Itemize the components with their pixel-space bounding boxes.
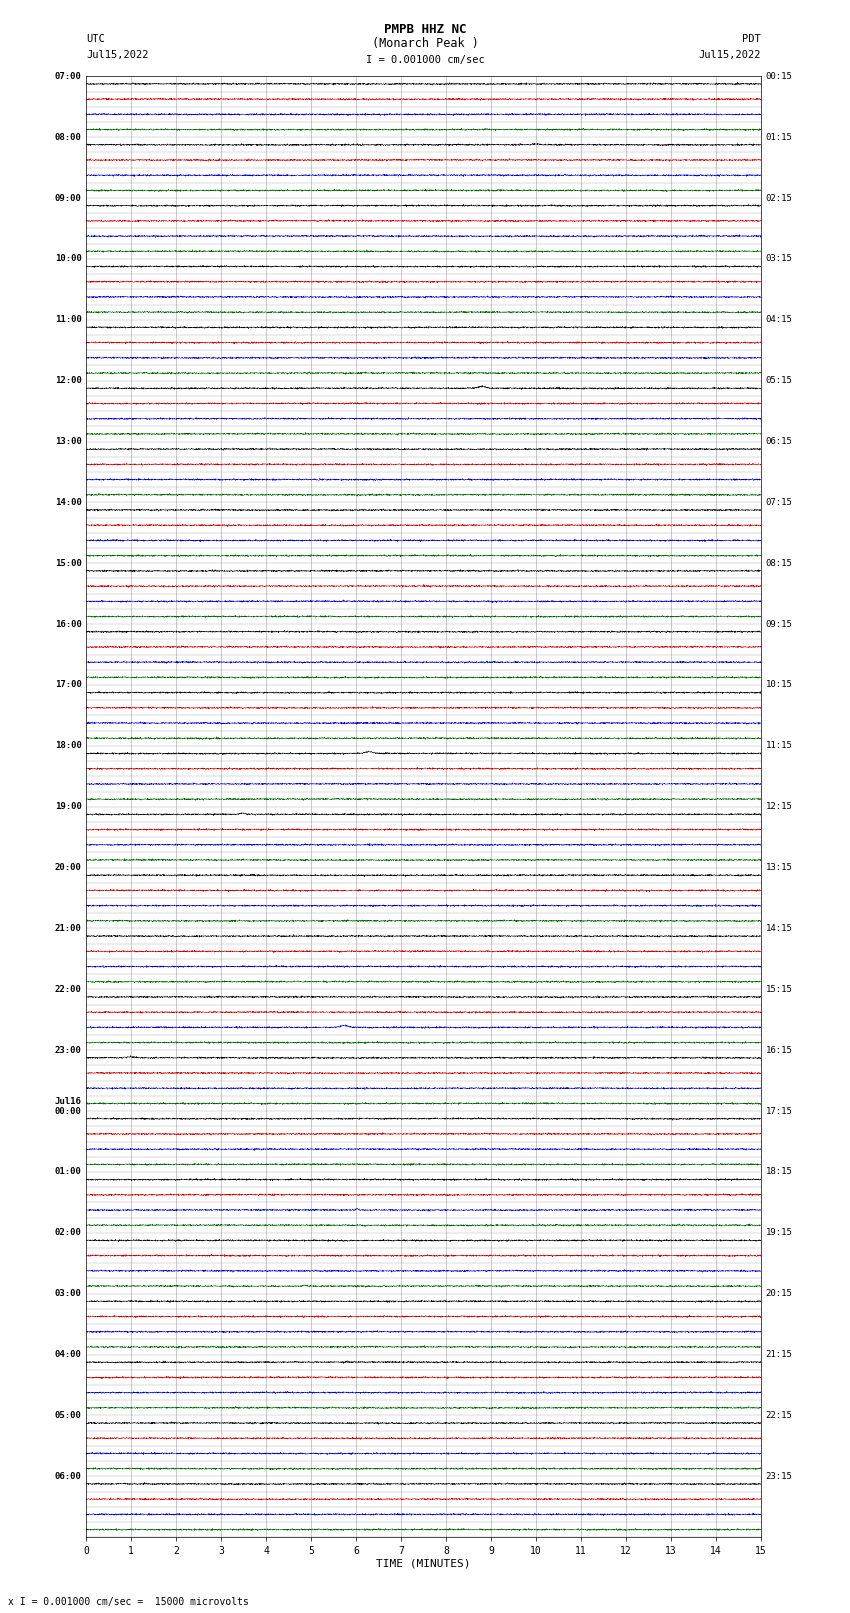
Text: 17:00: 17:00	[54, 681, 82, 689]
Text: 04:00: 04:00	[54, 1350, 82, 1360]
Text: 00:15: 00:15	[765, 73, 792, 81]
Text: 11:00: 11:00	[54, 315, 82, 324]
Text: (Monarch Peak ): (Monarch Peak )	[371, 37, 479, 50]
Text: 20:15: 20:15	[765, 1289, 792, 1298]
Text: 00:00: 00:00	[54, 1107, 82, 1116]
Text: 08:15: 08:15	[765, 558, 792, 568]
Text: 05:00: 05:00	[54, 1411, 82, 1419]
Text: 18:15: 18:15	[765, 1168, 792, 1176]
Text: 13:15: 13:15	[765, 863, 792, 873]
Text: Jul16: Jul16	[54, 1097, 82, 1107]
Text: 03:15: 03:15	[765, 255, 792, 263]
Text: 02:00: 02:00	[54, 1229, 82, 1237]
Text: 18:00: 18:00	[54, 742, 82, 750]
Text: 10:00: 10:00	[54, 255, 82, 263]
Text: 01:15: 01:15	[765, 132, 792, 142]
Text: PMPB HHZ NC: PMPB HHZ NC	[383, 23, 467, 35]
Text: 06:00: 06:00	[54, 1471, 82, 1481]
Text: 19:15: 19:15	[765, 1229, 792, 1237]
Text: 12:15: 12:15	[765, 802, 792, 811]
Text: 02:15: 02:15	[765, 194, 792, 203]
Text: 06:15: 06:15	[765, 437, 792, 447]
Text: I = 0.001000 cm/sec: I = 0.001000 cm/sec	[366, 55, 484, 65]
Text: 04:15: 04:15	[765, 315, 792, 324]
Text: 11:15: 11:15	[765, 742, 792, 750]
Text: 09:00: 09:00	[54, 194, 82, 203]
Text: 20:00: 20:00	[54, 863, 82, 873]
Text: 17:15: 17:15	[765, 1107, 792, 1116]
Text: 09:15: 09:15	[765, 619, 792, 629]
Text: 08:00: 08:00	[54, 132, 82, 142]
Text: 12:00: 12:00	[54, 376, 82, 386]
Text: 22:00: 22:00	[54, 986, 82, 994]
Text: 01:00: 01:00	[54, 1168, 82, 1176]
X-axis label: TIME (MINUTES): TIME (MINUTES)	[377, 1560, 471, 1569]
Text: 16:15: 16:15	[765, 1045, 792, 1055]
Text: 16:00: 16:00	[54, 619, 82, 629]
Text: Jul15,2022: Jul15,2022	[86, 50, 149, 60]
Text: 21:15: 21:15	[765, 1350, 792, 1360]
Text: 10:15: 10:15	[765, 681, 792, 689]
Text: 15:00: 15:00	[54, 558, 82, 568]
Text: 07:00: 07:00	[54, 73, 82, 81]
Text: 13:00: 13:00	[54, 437, 82, 447]
Text: PDT: PDT	[742, 34, 761, 44]
Text: 07:15: 07:15	[765, 498, 792, 506]
Text: 22:15: 22:15	[765, 1411, 792, 1419]
Text: 14:00: 14:00	[54, 498, 82, 506]
Text: Jul15,2022: Jul15,2022	[699, 50, 761, 60]
Text: 14:15: 14:15	[765, 924, 792, 932]
Text: UTC: UTC	[86, 34, 105, 44]
Text: 03:00: 03:00	[54, 1289, 82, 1298]
Text: 23:15: 23:15	[765, 1471, 792, 1481]
Text: x I = 0.001000 cm/sec =  15000 microvolts: x I = 0.001000 cm/sec = 15000 microvolts	[8, 1597, 249, 1607]
Text: 21:00: 21:00	[54, 924, 82, 932]
Text: 15:15: 15:15	[765, 986, 792, 994]
Text: 05:15: 05:15	[765, 376, 792, 386]
Text: 19:00: 19:00	[54, 802, 82, 811]
Text: 23:00: 23:00	[54, 1045, 82, 1055]
